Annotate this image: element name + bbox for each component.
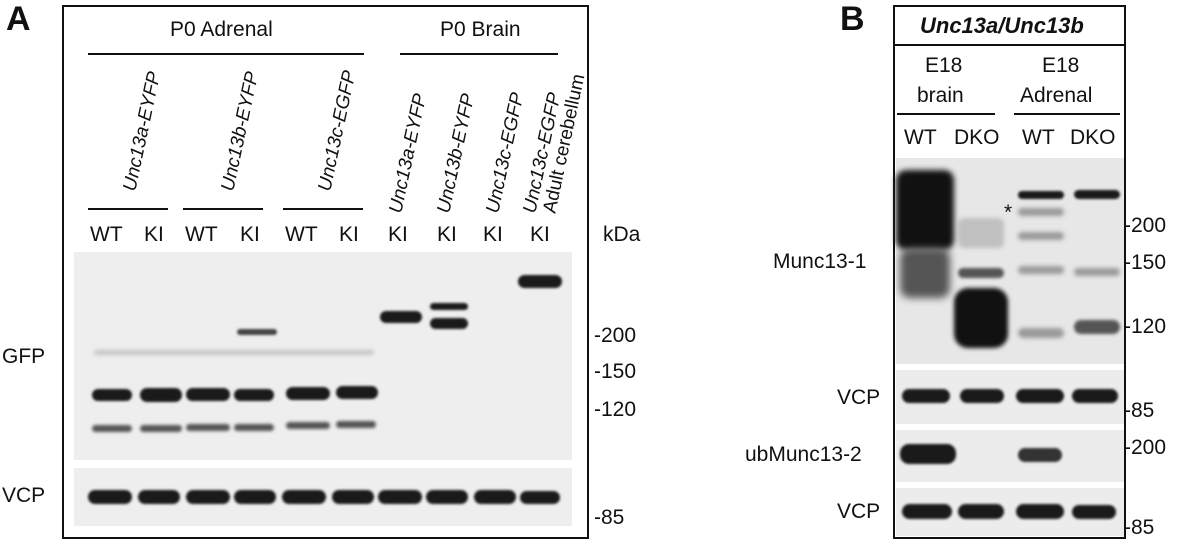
genotype-label: WT [185, 223, 218, 246]
title-divider [895, 44, 1124, 46]
group-brain-rule [400, 53, 558, 55]
group-adrenal-rule [88, 53, 364, 55]
marker-label: -150 [594, 360, 637, 383]
genotype-label: KI [437, 223, 457, 246]
kda-label: kDa [603, 223, 641, 246]
tissue-rule [897, 113, 995, 115]
tissue-1-line2: brain [917, 84, 964, 107]
genotype-label-b: WT [904, 126, 937, 149]
tissue-2-line2: Adrenal [1020, 84, 1093, 107]
marker-label-b: -150 [1124, 251, 1167, 274]
panel-b-frame [893, 5, 1126, 539]
vcp-blot-a [74, 468, 572, 526]
tissue-1-line1: E18 [925, 54, 963, 77]
panel-a-frame [62, 5, 589, 539]
marker-label-b: -85 [1124, 399, 1155, 422]
row-label-vcp: VCP [2, 484, 46, 507]
genotype-rule [88, 208, 168, 210]
genotype-label: KI [339, 223, 359, 246]
genotype-label-b: WT [1022, 126, 1055, 149]
genotype-label: KI [388, 223, 408, 246]
ubmunc13-2-blot [896, 430, 1124, 482]
genotype-rule [183, 208, 263, 210]
group-p0-brain: P0 Brain [440, 18, 521, 41]
row-label-ubmunc13-2: ubMunc13-2 [745, 443, 862, 466]
vcp-blot-b1 [896, 370, 1124, 424]
gfp-blot [74, 252, 572, 460]
vcp-blot-b2 [896, 488, 1124, 536]
marker-label-b: -200 [1124, 214, 1167, 237]
genotype-label: KI [240, 223, 260, 246]
row-label-munc13-1: Munc13-1 [773, 250, 867, 273]
tissue-2-line1: E18 [1042, 54, 1080, 77]
genotype-label: WT [90, 223, 123, 246]
panel-b-title: Unc13a/Unc13b [920, 13, 1084, 38]
genotype-label: KI [483, 223, 503, 246]
munc13-1-blot [896, 158, 1124, 364]
asterisk-mark: * [1004, 201, 1013, 224]
panel-a-letter: A [6, 0, 31, 38]
genotype-label: KI [144, 223, 164, 246]
marker-label: -85 [594, 506, 625, 529]
row-label-vcp-b2: VCP [837, 500, 881, 523]
tissue-rule [1014, 113, 1120, 115]
genotype-label: WT [285, 223, 318, 246]
group-p0-adrenal: P0 Adrenal [170, 18, 273, 41]
genotype-label: KI [530, 223, 550, 246]
marker-label: -200 [594, 324, 637, 347]
row-label-gfp: GFP [2, 345, 46, 368]
genotype-label-b: DKO [954, 126, 1000, 149]
genotype-label-b: DKO [1070, 126, 1116, 149]
genotype-rule [283, 208, 363, 210]
marker-label-b: -200 [1124, 436, 1167, 459]
panel-b-letter: B [840, 0, 865, 38]
marker-label-b: -120 [1124, 315, 1167, 338]
marker-label: -120 [594, 398, 637, 421]
row-label-vcp-b1: VCP [837, 386, 881, 409]
marker-label-b: -85 [1124, 516, 1155, 539]
